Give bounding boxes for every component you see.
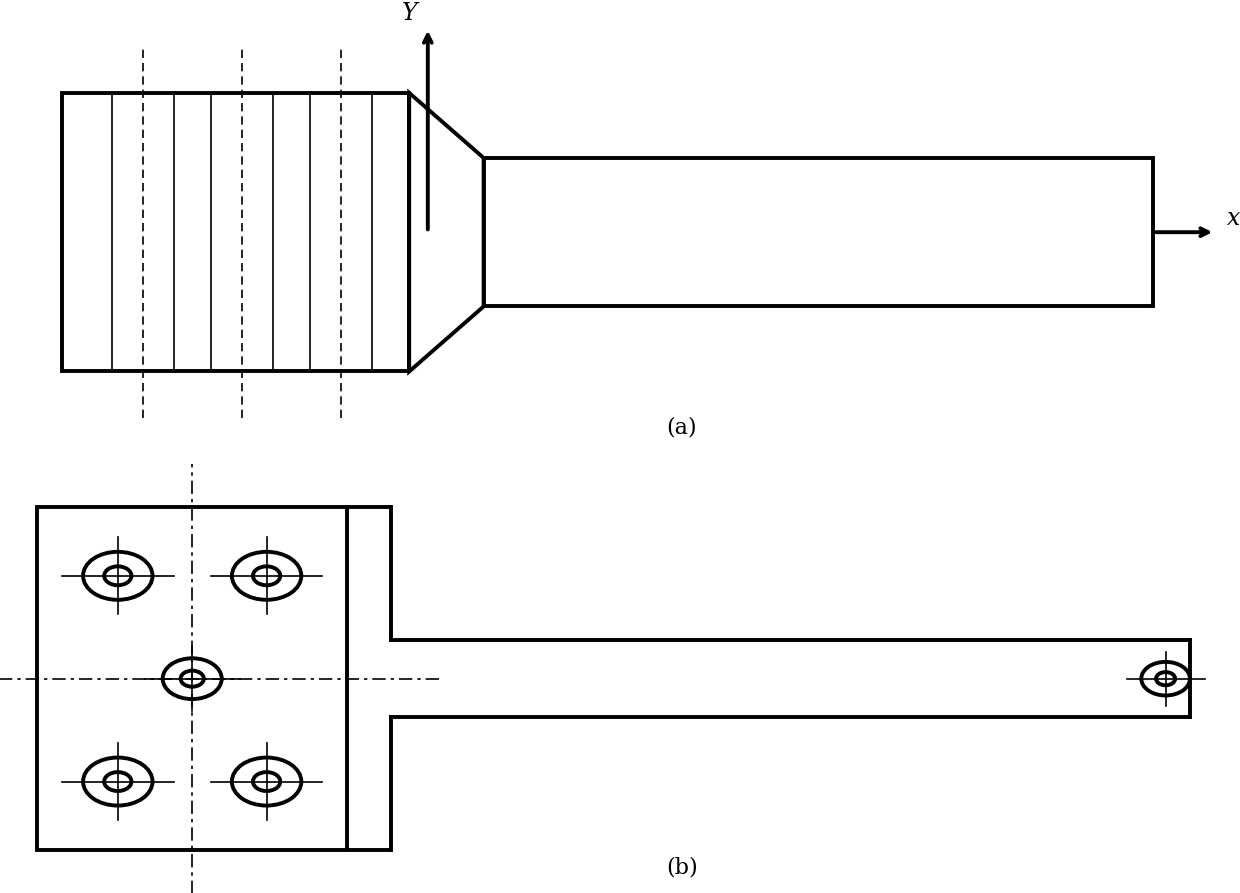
Text: (a): (a) (667, 416, 697, 438)
Text: Y: Y (402, 3, 417, 25)
Text: (b): (b) (666, 856, 698, 879)
Text: x: x (1228, 207, 1240, 230)
